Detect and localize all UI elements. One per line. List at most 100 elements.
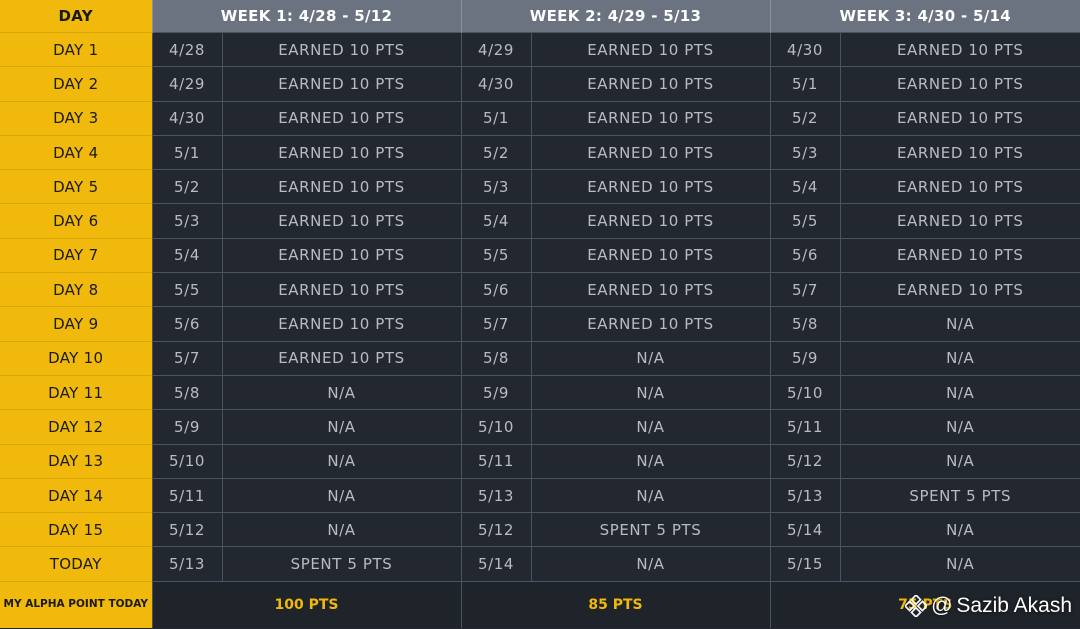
day-label: DAY 14 [0, 477, 152, 513]
week-1-status: EARNED 10 PTS [221, 306, 461, 342]
table-row: DAY 14 5/11 N/A 5/13 N/A 5/13 SPENT 5 PTS [0, 477, 1080, 513]
week-3-header: WEEK 3: 4/30 - 5/14 [769, 0, 1080, 33]
day-label: DAY 5 [0, 169, 152, 204]
week-2-status: N/A [530, 477, 770, 513]
day-label: DAY 10 [0, 340, 152, 376]
week-1-total: 100 PTS [151, 580, 461, 628]
week-1-date: 5/8 [151, 374, 222, 410]
watermark: @ Sazib Akash [905, 594, 1072, 618]
day-label: DAY 11 [0, 374, 152, 410]
week-1-status: EARNED 10 PTS [221, 203, 461, 239]
week-3-date: 5/1 [769, 66, 840, 102]
table-body: DAY 1 4/28 EARNED 10 PTS 4/29 EARNED 10 PTS 4… [0, 31, 1080, 582]
table-row: DAY 1 4/28 EARNED 10 PTS 4/29 EARNED 10 PTS 4… [0, 31, 1080, 67]
week-1-date: 5/9 [151, 409, 222, 445]
week-2-status: EARNED 10 PTS [530, 66, 770, 102]
day-label: DAY 7 [0, 237, 152, 273]
week-3-status: EARNED 10 PTS [839, 203, 1080, 239]
week-3-date: 5/4 [769, 169, 840, 204]
week-2-status: SPENT 5 PTS [530, 512, 770, 547]
day-label: DAY 2 [0, 66, 152, 102]
watermark-text: Sazib Akash [956, 594, 1072, 617]
day-label: DAY 1 [0, 31, 152, 67]
table-row: DAY 5 5/2 EARNED 10 PTS 5/3 EARNED 10 PTS 5/4… [0, 169, 1080, 204]
week-2-date: 5/5 [460, 237, 531, 273]
week-3-date: 5/14 [769, 512, 840, 547]
week-1-date: 5/6 [151, 306, 222, 342]
table-row: DAY 15 5/12 N/A 5/12 SPENT 5 PTS 5/14 N/A [0, 512, 1080, 547]
table-row: DAY 6 5/3 EARNED 10 PTS 5/4 EARNED 10 PTS 5/5… [0, 203, 1080, 239]
week-1-status: EARNED 10 PTS [221, 169, 461, 204]
week-1-header: WEEK 1: 4/28 - 5/12 [151, 0, 461, 33]
week-1-date: 4/29 [151, 66, 222, 102]
week-2-status: N/A [530, 409, 770, 445]
week-3-date: 5/13 [769, 477, 840, 513]
week-1-date: 5/11 [151, 477, 222, 513]
week-2-date: 5/1 [460, 100, 531, 136]
week-2-status: EARNED 10 PTS [530, 203, 770, 239]
week-3-date: 5/5 [769, 203, 840, 239]
day-label: DAY 13 [0, 443, 152, 479]
totals-row: MY ALPHA POINT TODAY 100 PTS 85 PTS 75 P… [0, 580, 1080, 628]
week-3-status: EARNED 10 PTS [839, 31, 1080, 67]
week-1-status: N/A [221, 374, 461, 410]
week-2-status: EARNED 10 PTS [530, 134, 770, 170]
week-3-date: 5/6 [769, 237, 840, 273]
week-2-status: EARNED 10 PTS [530, 31, 770, 67]
day-label: DAY 6 [0, 203, 152, 239]
table-header: DAY WEEK 1: 4/28 - 5/12 WEEK 2: 4/29 - 5… [0, 0, 1080, 33]
day-label: TODAY [0, 546, 152, 582]
table-row: DAY 12 5/9 N/A 5/10 N/A 5/11 N/A [0, 409, 1080, 445]
week-3-status: N/A [839, 409, 1080, 445]
table-row: DAY 2 4/29 EARNED 10 PTS 4/30 EARNED 10 PTS 5… [0, 66, 1080, 102]
week-1-date: 5/4 [151, 237, 222, 273]
day-label: DAY 9 [0, 306, 152, 342]
week-1-status: EARNED 10 PTS [221, 100, 461, 136]
week-1-date: 5/2 [151, 169, 222, 204]
week-3-date: 4/30 [769, 31, 840, 67]
at-symbol: @ [931, 594, 953, 617]
week-3-status: EARNED 10 PTS [839, 66, 1080, 102]
week-2-header: WEEK 2: 4/29 - 5/13 [460, 0, 770, 33]
week-2-status: EARNED 10 PTS [530, 306, 770, 342]
week-3-status: EARNED 10 PTS [839, 272, 1080, 307]
week-1-date: 4/28 [151, 31, 222, 67]
week-3-status: EARNED 10 PTS [839, 237, 1080, 273]
week-2-date: 5/13 [460, 477, 531, 513]
week-3-date: 5/8 [769, 306, 840, 342]
week-1-status: EARNED 10 PTS [221, 66, 461, 102]
week-2-date: 5/3 [460, 169, 531, 204]
table-row: DAY 4 5/1 EARNED 10 PTS 5/2 EARNED 10 PTS 5/3… [0, 134, 1080, 170]
week-2-status: N/A [530, 374, 770, 410]
week-2-status: EARNED 10 PTS [530, 272, 770, 307]
day-label: DAY 4 [0, 134, 152, 170]
week-2-status: N/A [530, 340, 770, 376]
week-3-date: 5/12 [769, 443, 840, 479]
week-2-date: 4/30 [460, 66, 531, 102]
week-2-date: 5/10 [460, 409, 531, 445]
week-2-date: 5/4 [460, 203, 531, 239]
week-2-status: N/A [530, 443, 770, 479]
day-label: DAY 15 [0, 512, 152, 547]
week-2-date: 5/8 [460, 340, 531, 376]
week-2-date: 4/29 [460, 31, 531, 67]
week-1-status: EARNED 10 PTS [221, 340, 461, 376]
week-2-status: N/A [530, 546, 770, 582]
week-2-status: EARNED 10 PTS [530, 100, 770, 136]
week-2-date: 5/9 [460, 374, 531, 410]
week-2-status: EARNED 10 PTS [530, 237, 770, 273]
table-row: DAY 13 5/10 N/A 5/11 N/A 5/12 N/A [0, 443, 1080, 479]
week-1-status: EARNED 10 PTS [221, 272, 461, 307]
week-2-date: 5/11 [460, 443, 531, 479]
week-1-status: N/A [221, 512, 461, 547]
table-row: TODAY 5/13 SPENT 5 PTS 5/14 N/A 5/15 N/A [0, 546, 1080, 582]
week-1-date: 5/1 [151, 134, 222, 170]
week-2-date: 5/14 [460, 546, 531, 582]
week-3-status: N/A [839, 546, 1080, 582]
week-3-date: 5/2 [769, 100, 840, 136]
week-1-date: 5/13 [151, 546, 222, 582]
week-2-date: 5/7 [460, 306, 531, 342]
week-2-date: 5/12 [460, 512, 531, 547]
